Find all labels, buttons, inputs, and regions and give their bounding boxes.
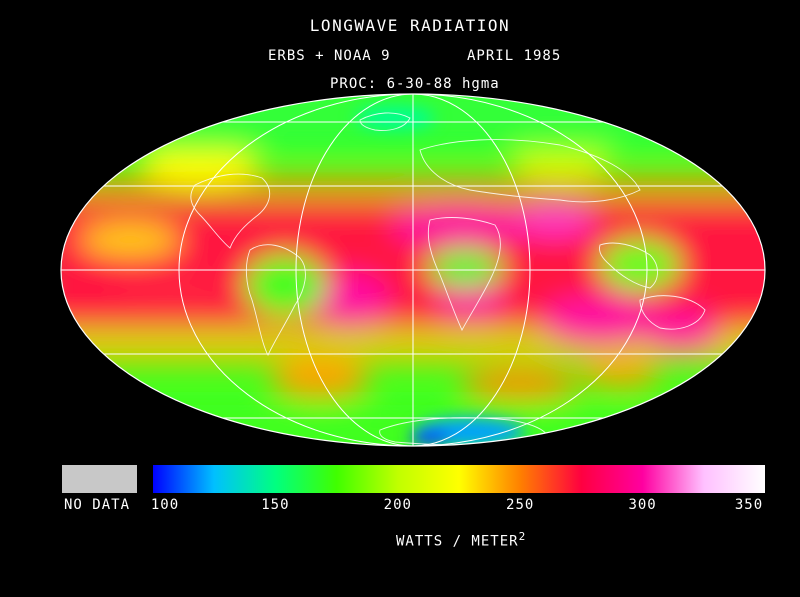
no-data-label: NO DATA bbox=[64, 497, 131, 513]
scale-tick-300: 300 bbox=[628, 497, 657, 513]
scale-tick-350: 350 bbox=[734, 497, 764, 513]
coastlines bbox=[190, 112, 706, 446]
color-scale-bar bbox=[153, 465, 765, 493]
no-data-swatch bbox=[62, 465, 137, 493]
scale-tick-150: 150 bbox=[261, 497, 290, 513]
scale-tick-200: 200 bbox=[383, 497, 412, 513]
units-text: WATTS / METER bbox=[396, 533, 519, 550]
map-title: LONGWAVE RADIATION bbox=[309, 16, 511, 35]
units-label: WATTS / METER2 bbox=[396, 530, 526, 550]
scale-tick-250: 250 bbox=[506, 497, 535, 513]
units-superscript: 2 bbox=[518, 530, 527, 543]
map-field bbox=[61, 94, 765, 446]
date-label: APRIL 1985 bbox=[467, 48, 562, 64]
processing-label: PROC: 6-30-88 hgma bbox=[330, 76, 500, 92]
satellites-label: ERBS + NOAA 9 bbox=[268, 48, 391, 64]
scale-tick-100: 100 bbox=[150, 497, 180, 513]
